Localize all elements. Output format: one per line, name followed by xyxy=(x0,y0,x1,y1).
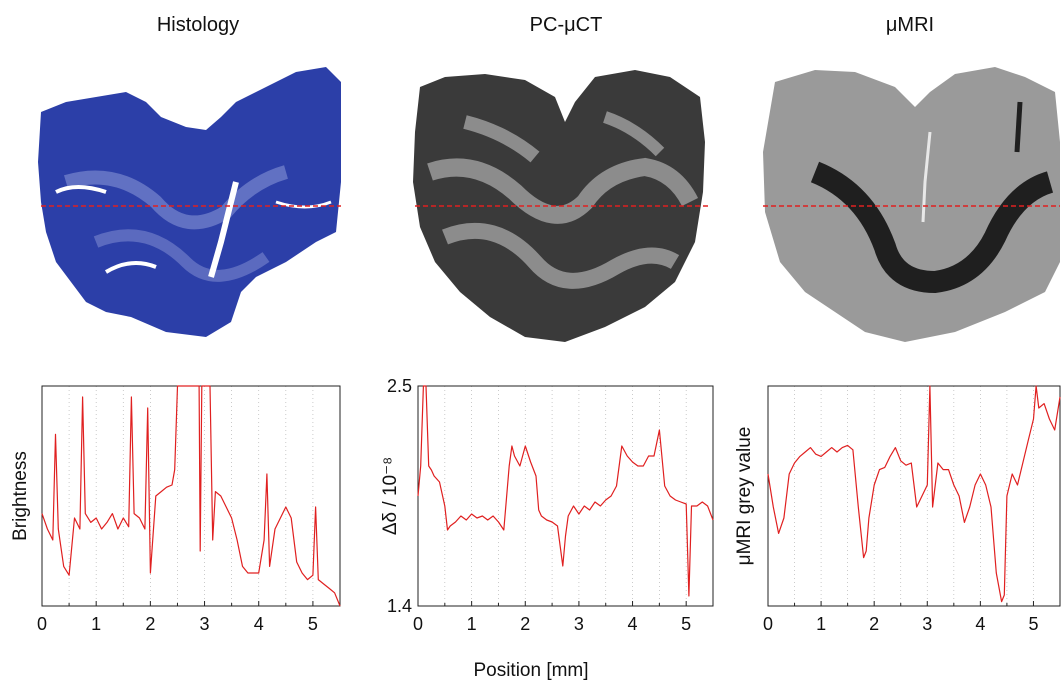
x-tick-label: 3 xyxy=(574,614,584,634)
pc-uct-image xyxy=(413,70,710,342)
x-tick-label: 0 xyxy=(763,614,773,634)
umri-image xyxy=(763,67,1060,342)
x-tick-label: 0 xyxy=(413,614,423,634)
umri-title: μMRI xyxy=(885,14,935,36)
pc-uct-title: PC-μCT xyxy=(529,14,603,36)
histology-tissue xyxy=(38,67,341,337)
y-axis-label: Brightness xyxy=(10,451,31,541)
y-tick-label: 2.5 xyxy=(387,376,412,396)
x-tick-label: 1 xyxy=(91,614,101,634)
plot-frame xyxy=(41,385,341,607)
y-axis-label: μMRI grey value xyxy=(734,427,755,566)
mri-tissue xyxy=(763,67,1060,342)
profile-series-line xyxy=(41,385,341,607)
x-tick-label: 2 xyxy=(520,614,530,634)
x-tick-label: 5 xyxy=(308,614,318,634)
x-tick-label: 2 xyxy=(869,614,879,634)
histology-profile-chart: 0 1 2 3 4 5 Brightness xyxy=(10,385,341,634)
x-tick-label: 4 xyxy=(975,614,985,634)
y-axis-label: Δδ / 10⁻⁸ xyxy=(380,457,401,535)
plot-frame xyxy=(767,385,1061,607)
profile-series-line xyxy=(767,385,1061,603)
histology-image xyxy=(38,67,341,337)
profile-series-line xyxy=(417,385,714,597)
x-axis-label: Position [mm] xyxy=(473,660,589,681)
pc-uct-profile-chart: 0 1 2 3 4 5 1.4 2.5 Δδ / 10⁻⁸ xyxy=(380,376,714,634)
x-tick-label: 4 xyxy=(628,614,638,634)
y-tick-label: 1.4 xyxy=(387,596,412,616)
x-tick-label: 3 xyxy=(922,614,932,634)
x-tick-label: 5 xyxy=(1028,614,1038,634)
x-tick-label: 3 xyxy=(200,614,210,634)
x-tick-label: 4 xyxy=(254,614,264,634)
x-tick-label: 0 xyxy=(37,614,47,634)
umri-profile-chart: 0 1 2 3 4 5 μMRI grey value xyxy=(734,385,1061,634)
x-tick-label: 5 xyxy=(681,614,691,634)
x-tick-label: 1 xyxy=(467,614,477,634)
x-tick-label: 2 xyxy=(145,614,155,634)
histology-title: Histology xyxy=(156,14,240,36)
plot-frame xyxy=(417,385,714,607)
x-tick-label: 1 xyxy=(816,614,826,634)
